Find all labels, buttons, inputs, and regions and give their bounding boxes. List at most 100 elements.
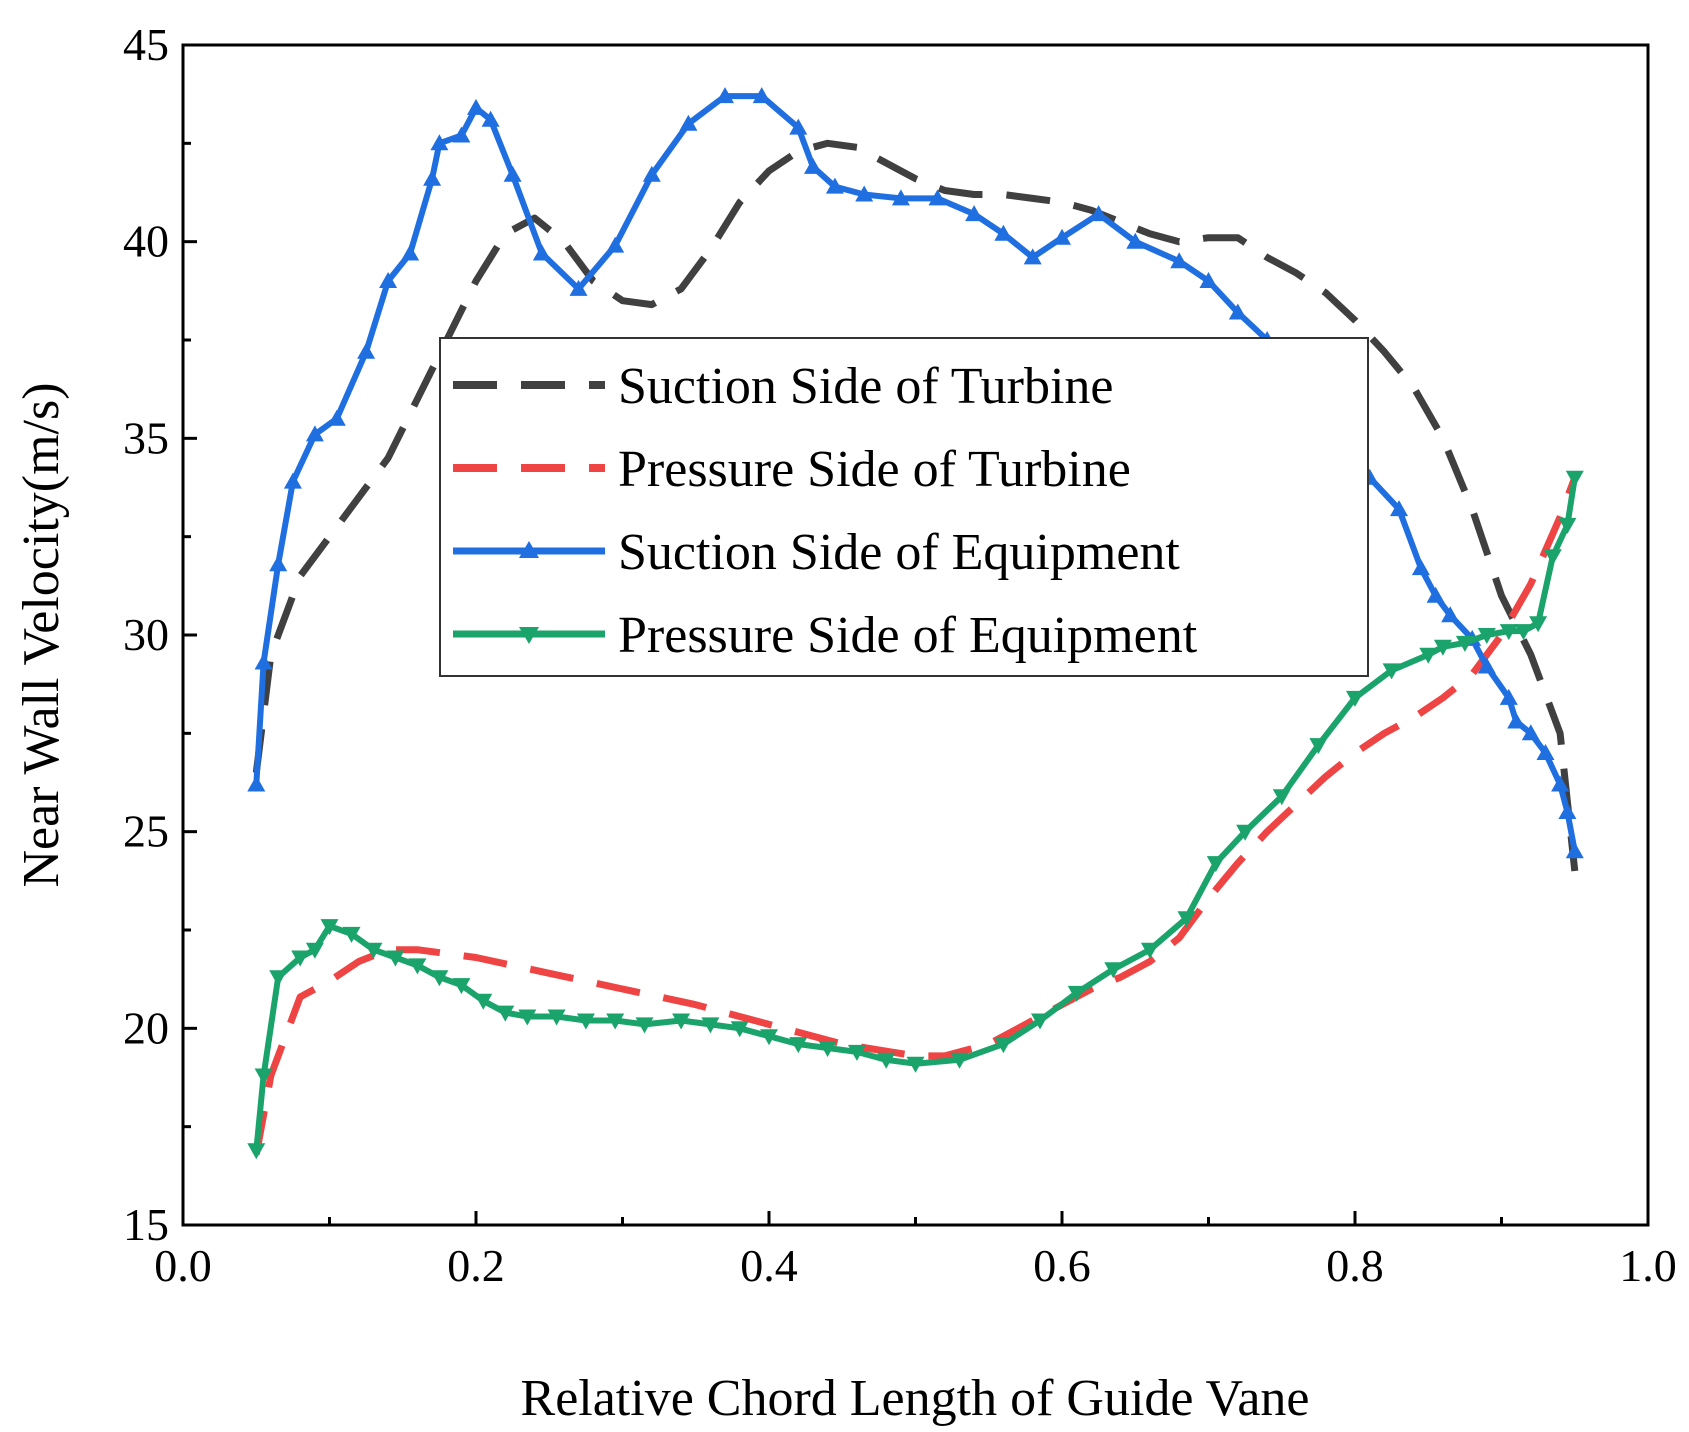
data-point: [1236, 824, 1255, 841]
data-point: [1199, 272, 1218, 288]
data-point: [569, 279, 588, 296]
data-point: [1023, 248, 1042, 265]
data-point: [474, 993, 493, 1010]
data-point: [789, 1037, 808, 1054]
data-point: [503, 165, 522, 182]
data-point: [269, 555, 288, 572]
data-point: [269, 970, 288, 987]
data-point: [965, 205, 984, 222]
data-point: [855, 185, 874, 202]
data-point: [379, 272, 398, 288]
data-point: [1272, 789, 1291, 806]
legend-box: [439, 337, 1369, 677]
data-point: [496, 1005, 515, 1022]
y-tick-label: 20: [123, 1002, 169, 1053]
data-point: [994, 1037, 1013, 1054]
data-point: [305, 425, 324, 442]
data-point: [532, 244, 551, 261]
y-tick-label: 30: [123, 609, 169, 660]
data-point: [1514, 624, 1533, 641]
data-point: [994, 224, 1013, 241]
x-tick-label: 0.0: [154, 1240, 212, 1291]
data-point: [1558, 517, 1577, 534]
series-line-0: [252, 139, 1579, 872]
x-tick-label: 0.8: [1326, 1240, 1384, 1291]
data-point: [1477, 628, 1496, 644]
data-point: [254, 1068, 273, 1085]
data-point: [481, 110, 500, 127]
legend-label-pressure-turbine: Pressure Side of Turbine: [618, 441, 1131, 498]
y-tick-label: 15: [123, 1199, 169, 1250]
data-point: [247, 775, 266, 792]
data-point: [1177, 911, 1196, 928]
data-point: [760, 1029, 778, 1046]
y-axis-title: Near Wall Velocity(m/s): [13, 382, 70, 887]
data-point: [342, 926, 361, 943]
data-point: [635, 1017, 654, 1034]
x-axis-title: Relative Chord Length of Guide Vane: [521, 1370, 1310, 1427]
data-point: [364, 942, 383, 959]
data-point: [1309, 738, 1328, 755]
data-point: [1499, 688, 1518, 705]
data-point: [430, 970, 449, 987]
y-tick-label: 40: [123, 216, 169, 267]
series-0: [252, 139, 1579, 872]
data-point: [891, 189, 910, 206]
data-point: [1521, 724, 1540, 741]
data-point: [701, 1017, 720, 1034]
data-point: [804, 157, 822, 174]
data-point: [1565, 842, 1584, 859]
data-point: [247, 1143, 266, 1160]
data-point: [789, 118, 808, 135]
data-point: [1031, 1013, 1049, 1030]
data-point: [1529, 616, 1548, 633]
data-point: [1126, 232, 1145, 249]
series-layer: [247, 87, 1584, 1160]
y-tick-label: 25: [123, 806, 169, 857]
data-point: [928, 189, 947, 206]
data-point: [1426, 586, 1445, 603]
data-point: [408, 958, 427, 975]
data-point: [847, 1044, 866, 1061]
data-point: [1104, 962, 1123, 979]
data-point: [730, 1021, 749, 1038]
data-point: [320, 919, 339, 936]
data-point: [1089, 205, 1108, 222]
legend: Suction Side of Turbine Pressure Side of…: [439, 337, 1369, 677]
data-point: [1536, 744, 1555, 760]
data-point: [825, 177, 844, 194]
axis-layer: 0.0 0.2 0.4 0.6 0.8 1.0 15 20 25 30 35 40 45: [123, 19, 1677, 1291]
legend-marker-pressure-equipment: [519, 627, 539, 644]
data-point: [1382, 663, 1401, 680]
data-point: [1346, 690, 1364, 707]
series-3: [247, 470, 1584, 1160]
x-tick-label: 0.4: [740, 1240, 798, 1291]
data-point: [357, 342, 376, 359]
y-tick-label: 35: [123, 412, 169, 463]
data-point: [1499, 624, 1518, 641]
data-point: [518, 1009, 537, 1026]
data-point: [327, 409, 346, 426]
data-point: [679, 114, 698, 131]
y-tick-label: 45: [123, 19, 169, 70]
data-point: [1507, 712, 1526, 729]
x-tick-label: 0.6: [1033, 1240, 1091, 1291]
data-point: [877, 1052, 896, 1069]
data-point: [467, 98, 485, 115]
data-point: [1140, 942, 1159, 959]
data-point: [950, 1052, 969, 1069]
data-point: [606, 1013, 625, 1030]
data-point: [818, 1041, 837, 1057]
x-tick-label: 1.0: [1619, 1240, 1677, 1291]
data-point: [452, 126, 471, 143]
data-point: [401, 244, 420, 261]
data-point: [1433, 639, 1452, 656]
data-point: [1543, 549, 1562, 566]
data-point: [283, 472, 302, 489]
legend-label-pressure-equipment: Pressure Side of Equipment: [618, 607, 1198, 664]
data-point: [1053, 228, 1071, 245]
data-point: [547, 1009, 566, 1026]
data-point: [1170, 252, 1189, 269]
